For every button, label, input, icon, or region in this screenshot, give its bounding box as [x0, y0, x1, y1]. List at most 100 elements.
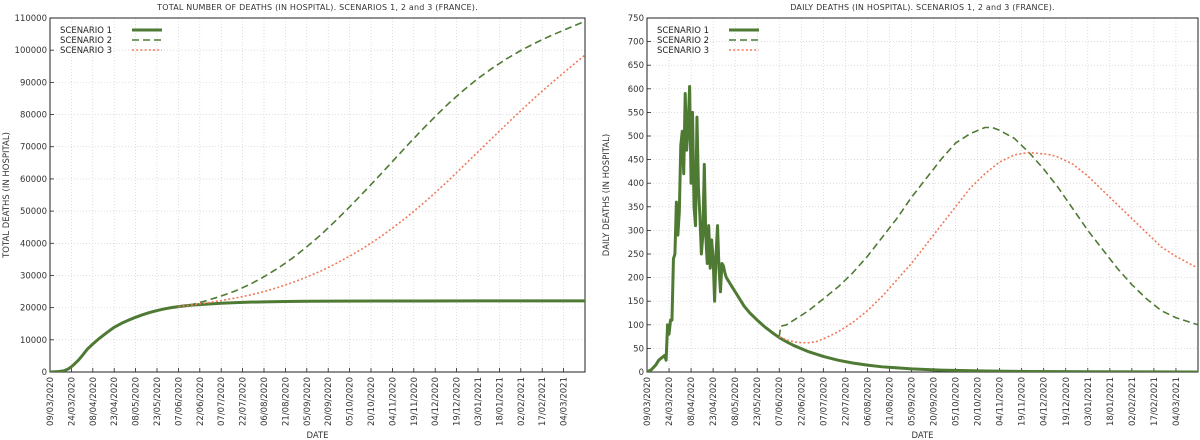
y-tick-label: 80000 — [20, 111, 47, 121]
x-tick-label: 24/03/2020 — [665, 377, 675, 426]
plot-frame — [646, 17, 1199, 373]
chart-title: TOTAL NUMBER OF DEATHS (IN HOSPITAL). SC… — [156, 3, 478, 12]
x-tick-label: 19/11/2020 — [410, 377, 420, 426]
y-tick-label: 550 — [628, 108, 644, 118]
legend-label-scenario-2: SCENARIO 2 — [657, 36, 709, 46]
plot-frame — [49, 17, 586, 373]
series-line-scenario-1 — [647, 84, 1198, 372]
y-tick-label: 70000 — [20, 143, 47, 153]
y-tick-label: 60000 — [20, 175, 47, 185]
y-tick-label: 90000 — [20, 78, 47, 88]
y-tick-label: 100000 — [15, 46, 47, 56]
x-tick-label: 05/09/2020 — [303, 377, 313, 426]
x-tick-label: 22/07/2020 — [239, 377, 249, 426]
series-line-scenario-2 — [178, 20, 585, 308]
y-tick-label: 50000 — [20, 207, 47, 217]
series-line-scenario-2 — [778, 126, 1198, 337]
series-line-scenario-1 — [50, 299, 585, 372]
x-tick-label: 04/12/2020 — [431, 377, 441, 426]
series-line-scenario-3 — [778, 151, 1198, 344]
y-tick-label: 750 — [628, 14, 644, 24]
x-tick-label: 18/01/2021 — [495, 377, 505, 426]
x-tick-label: 05/10/2020 — [346, 377, 356, 426]
y-tick-label: 600 — [628, 85, 644, 95]
x-tick-label: 04/12/2020 — [1040, 377, 1050, 426]
x-tick-label: 03/01/2021 — [474, 377, 484, 426]
y-tick-label: 20000 — [20, 304, 47, 314]
x-tick-label: 03/01/2021 — [1084, 377, 1094, 426]
x-tick-label: 04/03/2021 — [1172, 377, 1182, 426]
x-tick-label: 18/01/2021 — [1106, 377, 1116, 426]
y-tick-label: 150 — [628, 297, 644, 307]
x-tick-label: 07/06/2020 — [174, 377, 184, 426]
x-tick-label: 17/02/2021 — [538, 377, 548, 426]
legend-label-scenario-3: SCENARIO 3 — [60, 46, 112, 56]
x-tick-label: 23/04/2020 — [110, 377, 120, 426]
y-tick-label: 10000 — [20, 336, 47, 346]
x-tick-label: 08/04/2020 — [89, 377, 99, 426]
x-tick-label: 08/05/2020 — [731, 377, 741, 426]
x-tick-label: 19/11/2020 — [1018, 377, 1028, 426]
y-tick-label: 0 — [42, 368, 47, 378]
total-deaths-chart: TOTAL NUMBER OF DEATHS (IN HOSPITAL). SC… — [2, 3, 586, 440]
y-tick-label: 200 — [628, 274, 644, 284]
daily-deaths-chart: DAILY DEATHS (IN HOSPITAL). SCENARIOS 1,… — [602, 3, 1199, 440]
x-tick-label: 17/02/2021 — [1150, 377, 1160, 426]
x-tick-label: 05/09/2020 — [907, 377, 917, 426]
x-tick-label: 19/12/2020 — [453, 377, 463, 426]
x-tick-label: 09/03/2020 — [46, 377, 56, 426]
x-tick-label: 05/10/2020 — [952, 377, 962, 426]
chart-title: DAILY DEATHS (IN HOSPITAL). SCENARIOS 1,… — [790, 3, 1055, 12]
y-tick-label: 500 — [628, 132, 644, 142]
y-tick-label: 400 — [628, 179, 644, 189]
x-tick-label: 20/10/2020 — [367, 377, 377, 426]
x-tick-label: 23/04/2020 — [709, 377, 719, 426]
legend-label-scenario-1: SCENARIO 1 — [657, 26, 709, 36]
x-tick-label: 20/09/2020 — [930, 377, 940, 426]
x-tick-label: 19/12/2020 — [1062, 377, 1072, 426]
y-tick-label: 30000 — [20, 271, 47, 281]
x-tick-label: 22/07/2020 — [841, 377, 851, 426]
x-tick-label: 06/08/2020 — [863, 377, 873, 426]
x-tick-label: 20/10/2020 — [974, 377, 984, 426]
y-tick-label: 350 — [628, 203, 644, 213]
x-tick-label: 21/08/2020 — [281, 377, 291, 426]
legend-label-scenario-2: SCENARIO 2 — [60, 36, 112, 46]
y-tick-label: 450 — [628, 156, 644, 166]
legend-label-scenario-1: SCENARIO 1 — [60, 26, 112, 36]
x-tick-label: 04/03/2021 — [560, 377, 570, 426]
y-axis-label: TOTAL DEATHS (IN HOSPITAL) — [2, 132, 12, 259]
x-tick-label: 04/11/2020 — [388, 377, 398, 426]
series-line-scenario-3 — [178, 54, 585, 308]
y-tick-label: 110000 — [15, 14, 47, 24]
y-tick-label: 650 — [628, 61, 644, 71]
x-tick-label: 21/08/2020 — [885, 377, 895, 426]
y-tick-label: 40000 — [20, 239, 47, 249]
x-tick-label: 23/05/2020 — [153, 377, 163, 426]
y-tick-label: 100 — [628, 321, 644, 331]
legend-label-scenario-3: SCENARIO 3 — [657, 46, 709, 56]
x-tick-label: 20/09/2020 — [324, 377, 334, 426]
x-tick-label: 04/11/2020 — [996, 377, 1006, 426]
x-tick-label: 07/07/2020 — [819, 377, 829, 426]
x-axis-label: DATE — [306, 431, 328, 440]
x-tick-label: 08/04/2020 — [687, 377, 697, 426]
y-tick-label: 700 — [628, 38, 644, 48]
x-tick-label: 02/02/2021 — [517, 377, 527, 426]
x-tick-label: 22/06/2020 — [797, 377, 807, 426]
x-tick-label: 09/03/2020 — [643, 377, 653, 426]
x-tick-label: 07/07/2020 — [217, 377, 227, 426]
y-tick-label: 50 — [633, 344, 644, 354]
y-tick-label: 250 — [628, 250, 644, 260]
x-tick-label: 07/06/2020 — [775, 377, 785, 426]
x-tick-label: 24/03/2020 — [67, 377, 77, 426]
x-tick-label: 06/08/2020 — [260, 377, 270, 426]
x-axis-label: DATE — [911, 431, 933, 440]
y-tick-label: 300 — [628, 226, 644, 236]
x-tick-label: 23/05/2020 — [753, 377, 763, 426]
x-tick-label: 08/05/2020 — [132, 377, 142, 426]
y-tick-label: 0 — [639, 368, 644, 378]
y-axis-label: DAILY DEATHS (IN HOSPITAL) — [602, 134, 612, 256]
x-tick-label: 22/06/2020 — [196, 377, 206, 426]
